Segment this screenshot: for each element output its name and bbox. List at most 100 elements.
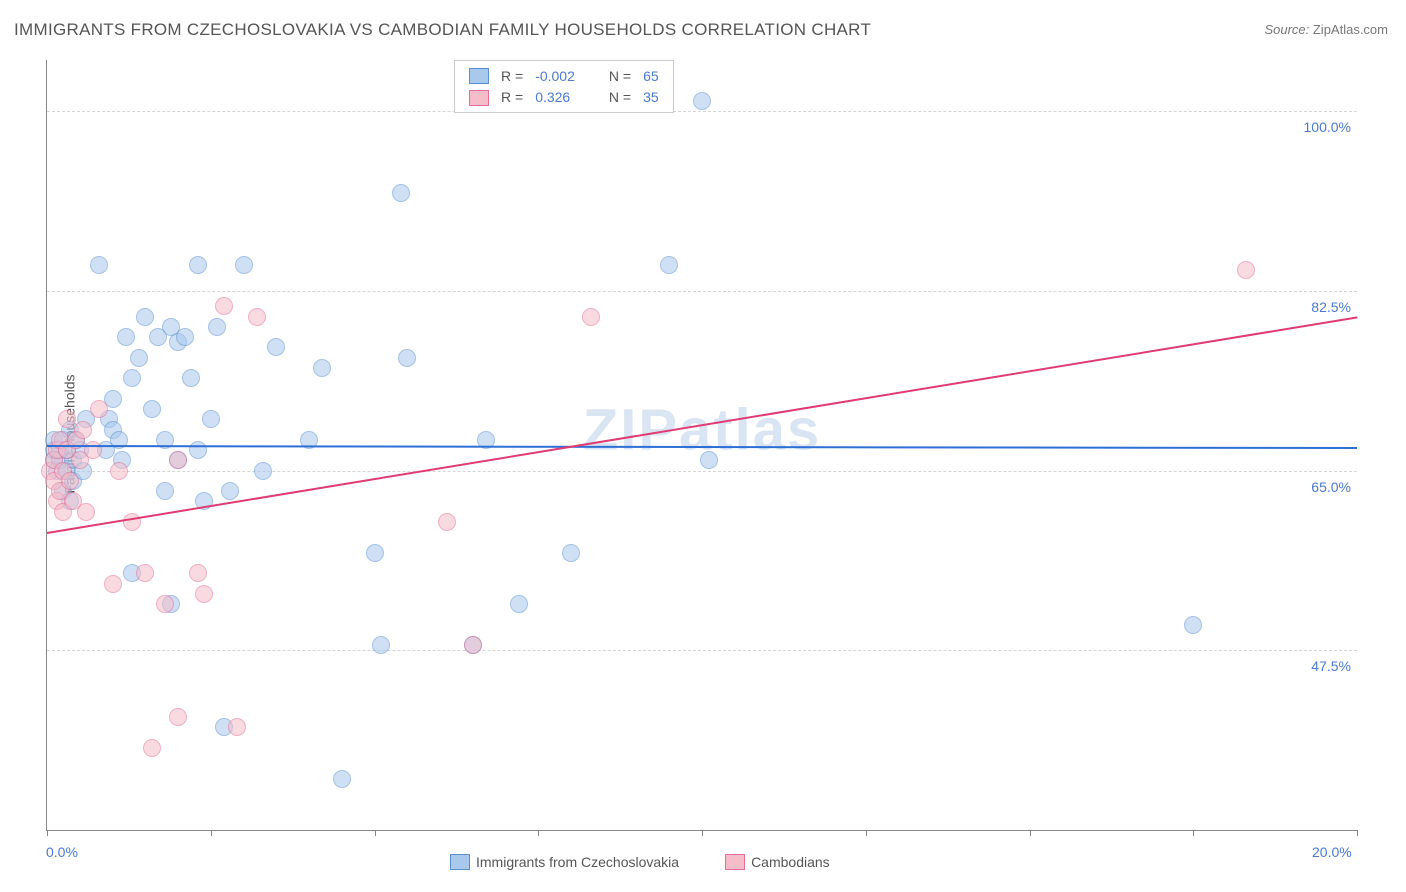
data-point (169, 708, 187, 726)
data-point (156, 595, 174, 613)
legend-n-label: N = (603, 86, 637, 107)
data-point (130, 349, 148, 367)
data-point (510, 595, 528, 613)
data-point (169, 451, 187, 469)
data-point (333, 770, 351, 788)
data-point (195, 585, 213, 603)
data-point (700, 451, 718, 469)
gridline (47, 650, 1357, 651)
data-point (123, 513, 141, 531)
x-tick-label: 0.0% (46, 844, 78, 860)
data-point (84, 441, 102, 459)
data-point (156, 482, 174, 500)
legend-r-label: R = (495, 86, 529, 107)
data-point (372, 636, 390, 654)
data-point (562, 544, 580, 562)
source-attribution: Source: ZipAtlas.com (1264, 22, 1388, 37)
legend-swatch (469, 90, 489, 106)
data-point (313, 359, 331, 377)
legend-r-value: 0.326 (529, 86, 581, 107)
data-point (77, 503, 95, 521)
data-point (58, 410, 76, 428)
series-legend: Immigrants from Czechoslovakia Cambodians (450, 852, 876, 870)
series-legend-item: Immigrants from Czechoslovakia (450, 853, 685, 869)
legend-swatch (469, 68, 489, 84)
chart-title: IMMIGRANTS FROM CZECHOSLOVAKIA VS CAMBOD… (14, 20, 871, 40)
data-point (123, 369, 141, 387)
data-point (660, 256, 678, 274)
data-point (189, 256, 207, 274)
series-legend-label: Immigrants from Czechoslovakia (476, 854, 679, 870)
data-point (267, 338, 285, 356)
source-prefix: Source: (1264, 22, 1312, 37)
x-tick (375, 830, 376, 836)
x-tick (538, 830, 539, 836)
x-tick (866, 830, 867, 836)
gridline (47, 471, 1357, 472)
chart-plot-area: ZIPatlas 47.5%65.0%82.5%100.0% (46, 60, 1357, 831)
x-tick-label: 20.0% (1312, 844, 1352, 860)
data-point (143, 400, 161, 418)
source-name: ZipAtlas.com (1313, 22, 1388, 37)
legend-swatch (450, 854, 470, 870)
chart-container: IMMIGRANTS FROM CZECHOSLOVAKIA VS CAMBOD… (0, 0, 1406, 892)
legend-row: R =-0.002 N =65 (463, 65, 665, 86)
data-point (117, 328, 135, 346)
data-point (1184, 616, 1202, 634)
gridline (47, 111, 1357, 112)
gridline (47, 291, 1357, 292)
data-point (464, 636, 482, 654)
legend-n-value: 65 (637, 65, 665, 86)
x-tick (47, 830, 48, 836)
legend-r-label: R = (495, 65, 529, 86)
data-point (202, 410, 220, 428)
y-tick-label: 47.5% (1311, 658, 1351, 674)
y-tick-label: 100.0% (1304, 119, 1351, 135)
data-point (248, 308, 266, 326)
data-point (176, 328, 194, 346)
correlation-legend-table: R =-0.002 N =65 R =0.326 N =35 (463, 65, 665, 108)
data-point (438, 513, 456, 531)
x-tick (702, 830, 703, 836)
data-point (208, 318, 226, 336)
y-tick-label: 82.5% (1311, 299, 1351, 315)
series-legend-item: Cambodians (725, 853, 836, 869)
data-point (110, 462, 128, 480)
data-point (366, 544, 384, 562)
data-point (1237, 261, 1255, 279)
legend-row: R =0.326 N =35 (463, 86, 665, 107)
x-tick (1357, 830, 1358, 836)
data-point (61, 472, 79, 490)
data-point (189, 564, 207, 582)
legend-swatch (725, 854, 745, 870)
legend-r-value: -0.002 (529, 65, 581, 86)
data-point (136, 564, 154, 582)
series-legend-label: Cambodians (751, 854, 830, 870)
data-point (143, 739, 161, 757)
legend-n-value: 35 (637, 86, 665, 107)
x-tick (1030, 830, 1031, 836)
x-tick (211, 830, 212, 836)
correlation-legend: R =-0.002 N =65 R =0.326 N =35 (454, 60, 674, 113)
data-point (235, 256, 253, 274)
data-point (693, 92, 711, 110)
data-point (189, 441, 207, 459)
data-point (221, 482, 239, 500)
data-point (254, 462, 272, 480)
y-tick-label: 65.0% (1311, 479, 1351, 495)
data-point (392, 184, 410, 202)
trend-line (47, 445, 1357, 449)
data-point (228, 718, 246, 736)
data-point (136, 308, 154, 326)
data-point (90, 400, 108, 418)
data-point (182, 369, 200, 387)
data-point (215, 297, 233, 315)
data-point (74, 421, 92, 439)
legend-n-label: N = (603, 65, 637, 86)
data-point (104, 575, 122, 593)
x-tick (1193, 830, 1194, 836)
data-point (90, 256, 108, 274)
data-point (398, 349, 416, 367)
data-point (582, 308, 600, 326)
trend-line (47, 317, 1357, 535)
